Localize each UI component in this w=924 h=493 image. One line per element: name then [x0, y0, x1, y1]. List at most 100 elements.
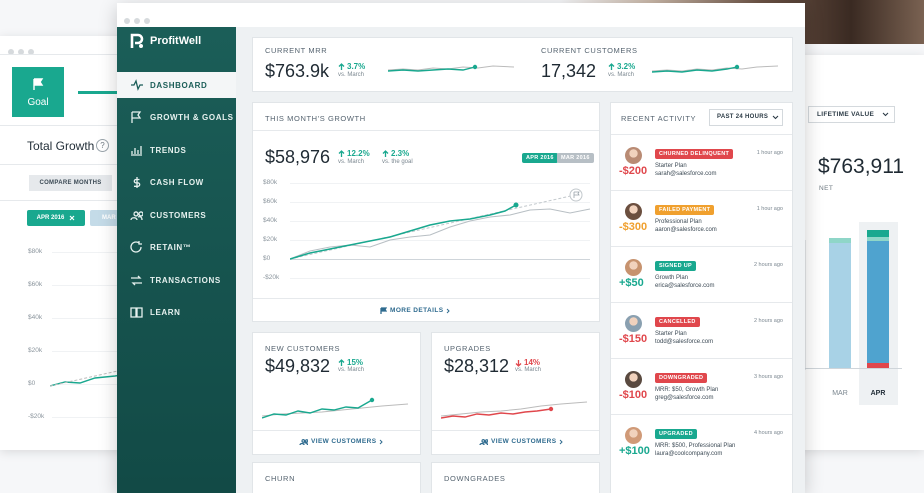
metric-dropdown[interactable]: LIFETIME VALUE — [808, 106, 895, 123]
badge[interactable]: APR 2016 — [27, 210, 85, 226]
nav-item[interactable]: TRANSACTIONS — [117, 267, 236, 293]
arrow-up-icon — [382, 149, 389, 157]
card-title: NEW CUSTOMERS — [265, 344, 341, 353]
y-tick-label: $60k — [28, 281, 43, 288]
help-icon[interactable]: ? — [96, 139, 109, 152]
metric-note: vs. March — [608, 72, 635, 78]
compare-button[interactable]: COMPARE MONTHS — [29, 175, 112, 191]
amount: -$200 — [619, 165, 648, 177]
metric-note: vs. March — [338, 159, 365, 165]
status-badge: CHURNED DELINQUENT — [655, 149, 734, 159]
y-tick-label: $40k — [28, 314, 43, 321]
link-label: VIEW CUSTOMERS — [491, 438, 557, 445]
badge[interactable]: MAR 2016 — [557, 153, 594, 163]
card-title: CHURN — [265, 474, 296, 483]
nav-label: DASHBOARD — [150, 80, 208, 90]
change-value: 3.7% — [347, 62, 366, 71]
amount: +$100 — [619, 445, 650, 457]
nav-item[interactable]: TRENDS — [117, 137, 236, 163]
arrow-up-icon — [338, 358, 345, 366]
metric-note: vs. the goal — [382, 159, 413, 165]
goal-tab[interactable]: Goal — [12, 67, 64, 117]
timestamp: 1 hour ago — [756, 150, 783, 156]
link-label: MORE DETAILS — [390, 307, 444, 314]
more-details-link[interactable]: MORE DETAILS — [380, 307, 451, 314]
y-tick-label: -$20k — [28, 413, 45, 420]
card-title: THIS MONTH'S GROWTH — [265, 114, 366, 123]
timestamp: 1 hour ago — [756, 206, 783, 212]
change-value: 15% — [347, 358, 364, 367]
flag-icon — [33, 78, 44, 90]
sidebar — [117, 27, 236, 493]
activity-card — [610, 102, 793, 493]
status-badge: UPGRADED — [655, 429, 697, 439]
bar-segment — [867, 241, 889, 363]
timestamp: 3 hours ago — [753, 374, 783, 380]
people-icon — [479, 439, 488, 445]
caret-icon — [772, 115, 779, 120]
grid-line — [290, 240, 590, 241]
arrow-down-icon — [515, 359, 522, 367]
card-title: UPGRADES — [444, 344, 491, 353]
nav-item[interactable]: GROWTH & GOALS — [117, 105, 236, 131]
grid-line — [52, 384, 140, 385]
view-customers-link[interactable]: VIEW CUSTOMERS — [479, 438, 564, 445]
divider — [611, 134, 792, 135]
chevron-icon — [447, 308, 451, 313]
avatar — [625, 203, 642, 220]
downgrades-card — [431, 462, 600, 493]
nav-label: GROWTH & GOALS — [150, 113, 234, 122]
y-tick-label: $80k — [28, 248, 43, 255]
y-tick-label: $0 — [263, 255, 271, 262]
arrow-up-icon — [338, 149, 345, 157]
change-value: 12.2% — [347, 149, 370, 158]
divider — [253, 130, 599, 131]
y-tick-label: $20k — [28, 347, 43, 354]
metric-value: $763.9k — [265, 61, 330, 81]
sparkline — [262, 397, 409, 419]
arrow-up-icon — [338, 62, 345, 70]
close-icon — [69, 215, 75, 221]
metric-note: vs. March — [515, 367, 542, 373]
nav-label: LEARN — [150, 308, 181, 317]
bar-segment — [829, 238, 851, 243]
avatar — [625, 371, 642, 388]
bar-segment — [867, 230, 889, 237]
nav-icon — [131, 78, 143, 91]
x-tick-label: MAR — [832, 390, 848, 397]
nav-item[interactable]: RETAIN™ — [117, 235, 236, 261]
metric-value: $58,976 — [265, 147, 331, 167]
view-customers-link[interactable]: VIEW CUSTOMERS — [299, 438, 384, 445]
brand: ProfitWell — [150, 35, 202, 47]
nav-icon — [133, 177, 141, 188]
email: laura@coolcompany.com — [655, 451, 723, 457]
change-value: 14% — [524, 358, 541, 367]
amount: -$150 — [619, 333, 648, 345]
x-tick-label: APR — [870, 390, 886, 397]
email: aaron@salesforce.com — [655, 227, 717, 233]
status-badge: SIGNED UP — [655, 261, 696, 271]
timestamp: 2 hours ago — [753, 262, 783, 268]
growth-chart — [290, 188, 591, 260]
divider — [432, 430, 599, 431]
y-tick-label: $20k — [263, 236, 278, 243]
growth-card — [252, 102, 600, 322]
grid-line — [52, 285, 140, 286]
email: sarah@salesforce.com — [655, 171, 717, 177]
change-value: 2.3% — [391, 149, 410, 158]
divider — [611, 246, 792, 247]
grid-line — [290, 278, 590, 279]
divider — [611, 190, 792, 191]
status-badge: FAILED PAYMENT — [655, 205, 715, 215]
nav-item[interactable]: CUSTOMERS — [117, 202, 236, 228]
grid-line — [290, 202, 590, 203]
chevron-icon — [380, 439, 384, 444]
time-filter[interactable]: PAST 24 HOURS — [709, 109, 783, 126]
nav-item[interactable]: DASHBOARD — [117, 72, 236, 98]
nav-item[interactable]: CASH FLOW — [117, 170, 236, 196]
badge[interactable]: APR 2016 — [522, 153, 558, 163]
nav-item[interactable]: LEARN — [117, 300, 236, 326]
grid-line — [290, 183, 590, 184]
y-tick-label: -$20k — [263, 274, 280, 281]
nav-label: TRENDS — [150, 145, 187, 155]
